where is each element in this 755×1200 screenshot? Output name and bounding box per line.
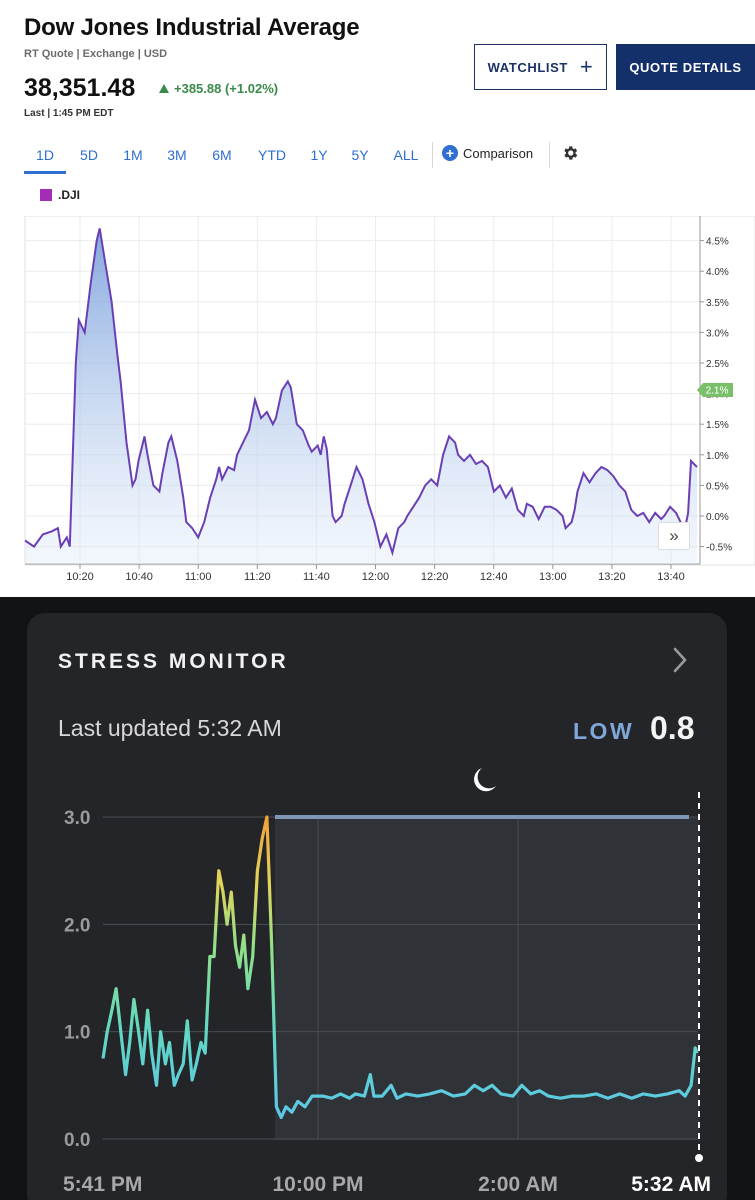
y-tick-label: 1.0 xyxy=(64,1023,90,1044)
legend-label: .DJI xyxy=(58,188,81,202)
y-tick-label: 0.0 xyxy=(64,1130,90,1151)
tab-5y[interactable]: 5Y xyxy=(351,147,369,163)
y-tick-label: 0.0% xyxy=(706,512,729,523)
x-axis-labels: 5:41 PM 10:00 PM 2:00 AM 5:32 AM xyxy=(63,1173,711,1196)
x-tick-label: 13:00 xyxy=(539,571,567,583)
x-tick-label: 10:20 xyxy=(66,571,94,583)
x-tick-label: 5:32 AM xyxy=(631,1173,711,1196)
tab-6m[interactable]: 6M xyxy=(212,147,232,163)
x-tick-label: 2:00 AM xyxy=(478,1173,558,1196)
last-updated: Last | 1:45 PM EDT xyxy=(24,108,114,119)
y-tick-label: 0.5% xyxy=(706,481,729,492)
x-tick-label: 10:40 xyxy=(125,571,153,583)
sleep-period-shade xyxy=(275,817,699,1140)
y-tick-label: 1.5% xyxy=(706,420,729,431)
quote-source: RT Quote | Exchange | USD xyxy=(24,48,168,60)
stress-title: STRESS MONITOR xyxy=(58,650,289,673)
gear-icon[interactable] xyxy=(561,144,579,162)
y-axis-labels: 3.0 2.0 1.0 0.0 xyxy=(64,808,90,1151)
x-tick-label: 5:41 PM xyxy=(63,1173,142,1196)
legend-swatch xyxy=(40,189,52,201)
last-value-label: 2.1% xyxy=(706,386,729,397)
stress-level: LOW xyxy=(573,718,635,744)
y-tick-label: 3.5% xyxy=(706,298,729,309)
last-value-badge: 2.1% xyxy=(697,383,733,397)
chevron-right-icon[interactable] xyxy=(670,646,690,674)
x-tick-label: 11:40 xyxy=(303,571,330,583)
x-tick-label: 13:20 xyxy=(598,571,626,583)
x-tick-label: 11:20 xyxy=(244,571,271,583)
stress-chart: 3.0 2.0 1.0 0.0 5:41 PM 10:00 PM 2:00 AM 5:32 … xyxy=(63,768,711,1196)
plus-icon: + xyxy=(579,54,594,79)
divider xyxy=(432,142,433,168)
current-time-dot xyxy=(695,1154,703,1162)
last-price: 38,351.48 xyxy=(24,74,136,102)
divider xyxy=(549,142,550,168)
up-arrow-icon xyxy=(159,84,169,93)
tab-1d[interactable]: 1D xyxy=(24,140,66,174)
y-tick-label: -0.5% xyxy=(706,543,732,554)
chart-legend: .DJI xyxy=(40,188,80,202)
tab-5d[interactable]: 5D xyxy=(80,147,98,163)
comparison-label: Comparison xyxy=(463,145,534,161)
tab-1y[interactable]: 1Y xyxy=(310,147,328,163)
comparison-button[interactable]: + Comparison xyxy=(442,145,533,161)
y-tick-label: 2.0 xyxy=(64,915,90,936)
page-title: Dow Jones Industrial Average xyxy=(24,14,360,41)
y-tick-label: 4.5% xyxy=(706,237,729,248)
y-tick-label: 1.0% xyxy=(706,451,729,462)
price-change-text: +385.88 (+1.02%) xyxy=(174,81,279,96)
x-tick-label: 12:00 xyxy=(362,571,390,583)
tab-ytd[interactable]: YTD xyxy=(258,147,286,163)
price-change: +385.88 (+1.02%) xyxy=(159,81,278,96)
dji-chart: 10:20 10:40 11:00 11:20 11:40 12:00 12:20 12:40… xyxy=(24,216,755,583)
quote-details-button[interactable]: QUOTE DETAILS xyxy=(616,44,755,90)
y-tick-label: 3.0% xyxy=(706,328,729,339)
plus-circle-icon: + xyxy=(442,145,458,161)
moon-icon xyxy=(474,768,496,792)
tab-3m[interactable]: 3M xyxy=(167,147,187,163)
quote-panel: Dow Jones Industrial Average RT Quote | … xyxy=(0,0,755,597)
series-area xyxy=(25,228,697,564)
quote-details-label: QUOTE DETAILS xyxy=(629,59,742,75)
y-tick-label: 2.5% xyxy=(706,359,729,370)
y-tick-label: 4.0% xyxy=(706,267,729,278)
stress-line xyxy=(101,815,699,1120)
x-tick-label: 11:00 xyxy=(185,571,212,583)
watchlist-label: WATCHLIST xyxy=(487,59,568,75)
tab-1m[interactable]: 1M xyxy=(123,147,143,163)
x-tick-label: 12:40 xyxy=(480,571,508,583)
y-tick-label: 3.0 xyxy=(64,808,90,829)
stress-score: 0.8 xyxy=(650,710,695,746)
x-axis-labels: 10:20 10:40 11:00 11:20 11:40 12:00 12:20 12:40… xyxy=(66,571,685,583)
plot-border xyxy=(24,216,755,566)
series-line xyxy=(24,228,698,557)
last-updated-text: Last updated 5:32 AM xyxy=(58,715,282,741)
x-tick-label: 13:40 xyxy=(657,571,685,583)
double-chevron-right-icon[interactable]: » xyxy=(658,522,690,550)
x-tick-label: 10:00 PM xyxy=(272,1173,363,1196)
watchlist-button[interactable]: WATCHLIST + xyxy=(474,44,607,90)
x-tick-label: 12:20 xyxy=(421,571,449,583)
tab-all[interactable]: ALL xyxy=(393,147,419,163)
